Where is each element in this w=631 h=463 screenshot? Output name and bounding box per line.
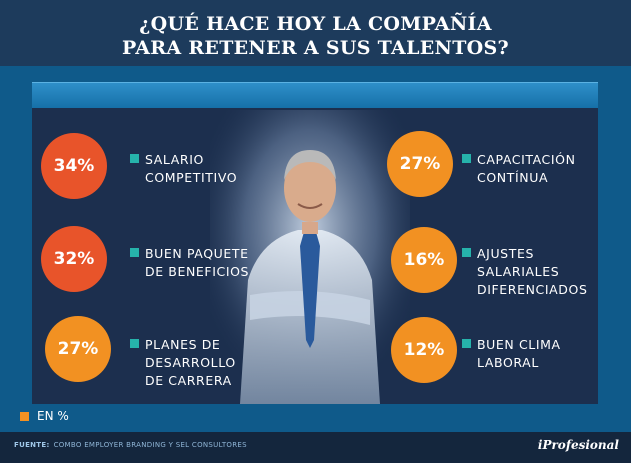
bullet-icon	[130, 248, 139, 257]
category-label: PLANES DE DESARROLLO DE CARRERA	[130, 336, 236, 390]
footer-source: FUENTE: COMBO EMPLOYER BRANDING Y SEL CON…	[14, 441, 247, 449]
header-bar	[32, 82, 598, 108]
bullet-icon	[462, 248, 471, 257]
source-text: COMBO EMPLOYER BRANDING Y SEL CONSULTORE…	[53, 441, 247, 449]
title: ¿QUÉ HACE HOY LA COMPAÑÍA PARA RETENER A…	[0, 0, 631, 66]
legend-label: EN %	[37, 409, 69, 423]
category-text: PLANES DE DESARROLLO DE CARRERA	[145, 337, 236, 388]
source-label: FUENTE:	[14, 441, 50, 449]
value-circle: 16%	[391, 227, 457, 293]
bullet-icon	[462, 339, 471, 348]
legend-swatch	[20, 411, 29, 421]
value-circle: 27%	[387, 131, 453, 197]
businessman-photo	[210, 110, 410, 404]
bullet-icon	[130, 339, 139, 348]
legend: EN %	[20, 408, 69, 424]
category-text: AJUSTES SALARIALES DIFERENCIADOS	[477, 246, 588, 297]
bullet-icon	[130, 154, 139, 163]
category-text: BUEN PAQUETE DE BENEFICIOS	[145, 246, 250, 279]
category-text: CAPACITACIÓN CONTÍNUA	[477, 152, 576, 185]
value-circle: 34%	[41, 133, 107, 199]
category-label: AJUSTES SALARIALES DIFERENCIADOS	[462, 245, 588, 299]
title-line-1: ¿QUÉ HACE HOY LA COMPAÑÍA	[139, 13, 492, 35]
category-text: SALARIO COMPETITIVO	[145, 152, 238, 185]
category-text: BUEN CLIMA LABORAL	[477, 337, 561, 370]
brand-logo: iProfesional	[537, 438, 619, 452]
title-line-2: PARA RETENER A SUS TALENTOS?	[122, 37, 509, 59]
value-circle: 32%	[41, 226, 107, 292]
value-circle: 12%	[391, 317, 457, 383]
footer	[0, 432, 631, 463]
value-circle: 27%	[45, 316, 111, 382]
category-label: BUEN CLIMA LABORAL	[462, 336, 561, 372]
category-label: SALARIO COMPETITIVO	[130, 151, 237, 187]
bullet-icon	[462, 154, 471, 163]
category-label: BUEN PAQUETE DE BENEFICIOS	[130, 245, 249, 281]
category-label: CAPACITACIÓN CONTÍNUA	[462, 151, 576, 187]
